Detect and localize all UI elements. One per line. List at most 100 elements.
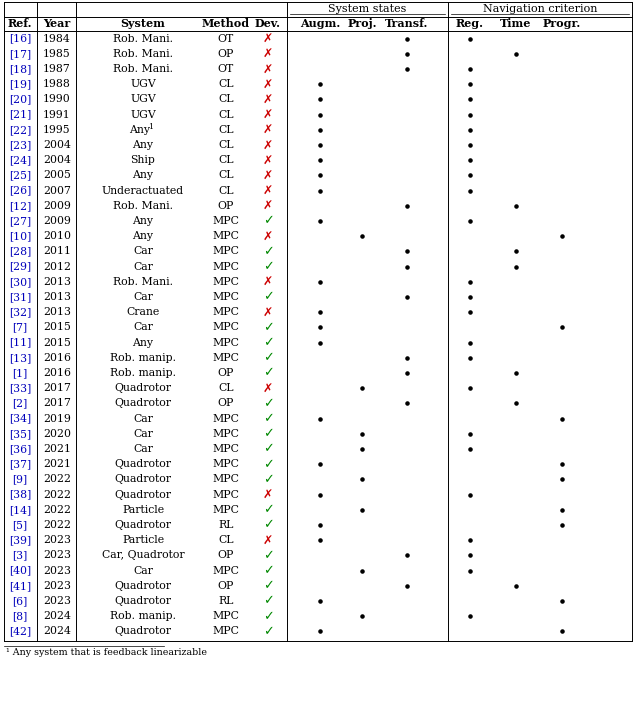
Text: 1988: 1988 bbox=[43, 79, 71, 89]
Text: OP: OP bbox=[218, 550, 234, 560]
Text: Proj.: Proj. bbox=[348, 18, 377, 29]
Text: Crane: Crane bbox=[126, 307, 159, 317]
Text: ✓: ✓ bbox=[262, 336, 273, 349]
Text: ✓: ✓ bbox=[262, 291, 273, 303]
Text: [5]: [5] bbox=[12, 520, 28, 530]
Text: [23]: [23] bbox=[9, 140, 31, 150]
Text: 2020: 2020 bbox=[43, 429, 71, 439]
Text: 1987: 1987 bbox=[43, 64, 71, 74]
Text: OT: OT bbox=[218, 34, 234, 44]
Text: [12]: [12] bbox=[9, 201, 31, 211]
Text: MPC: MPC bbox=[212, 444, 239, 454]
Text: ✗: ✗ bbox=[263, 154, 273, 166]
Text: [26]: [26] bbox=[9, 185, 31, 196]
Text: ✓: ✓ bbox=[262, 442, 273, 456]
Text: System states: System states bbox=[328, 4, 406, 14]
Text: ✓: ✓ bbox=[262, 473, 273, 486]
Text: MPC: MPC bbox=[212, 216, 239, 226]
Text: CL: CL bbox=[218, 94, 234, 105]
Text: ✓: ✓ bbox=[262, 564, 273, 577]
Text: 2023: 2023 bbox=[43, 596, 71, 606]
Text: [37]: [37] bbox=[9, 459, 31, 469]
Text: OP: OP bbox=[218, 581, 234, 591]
Text: ✗: ✗ bbox=[263, 78, 273, 91]
Text: [19]: [19] bbox=[9, 79, 31, 89]
Text: [8]: [8] bbox=[12, 611, 28, 621]
Text: 2021: 2021 bbox=[43, 444, 71, 454]
Text: OP: OP bbox=[218, 399, 234, 409]
Text: Quadrotor: Quadrotor bbox=[115, 596, 172, 606]
Text: 2019: 2019 bbox=[43, 413, 71, 423]
Text: [41]: [41] bbox=[9, 581, 31, 591]
Text: MPC: MPC bbox=[212, 353, 239, 363]
Text: Ship: Ship bbox=[131, 155, 156, 165]
Text: 2023: 2023 bbox=[43, 581, 71, 591]
Text: [29]: [29] bbox=[9, 262, 31, 272]
Text: [10]: [10] bbox=[9, 231, 31, 241]
Text: MPC: MPC bbox=[212, 338, 239, 347]
Text: 1984: 1984 bbox=[43, 34, 71, 44]
Text: ✗: ✗ bbox=[263, 62, 273, 76]
Text: Rob. manip.: Rob. manip. bbox=[110, 368, 176, 378]
Text: MPC: MPC bbox=[212, 231, 239, 241]
Text: [18]: [18] bbox=[9, 64, 31, 74]
Text: Car: Car bbox=[133, 292, 153, 302]
Text: [31]: [31] bbox=[9, 292, 31, 302]
Text: MPC: MPC bbox=[212, 429, 239, 439]
Text: Navigation criterion: Navigation criterion bbox=[483, 4, 597, 14]
Text: 2015: 2015 bbox=[43, 322, 71, 333]
Text: [1]: [1] bbox=[12, 368, 28, 378]
Text: Quadrotor: Quadrotor bbox=[115, 383, 172, 393]
Text: 2024: 2024 bbox=[43, 611, 71, 621]
Text: Method: Method bbox=[202, 18, 250, 29]
Text: Reg.: Reg. bbox=[456, 18, 484, 29]
Text: ✗: ✗ bbox=[263, 108, 273, 121]
Text: UGV: UGV bbox=[130, 79, 156, 89]
Text: 2007: 2007 bbox=[43, 185, 71, 196]
Text: [3]: [3] bbox=[12, 550, 28, 560]
Text: MPC: MPC bbox=[212, 459, 239, 469]
Text: 2013: 2013 bbox=[43, 277, 71, 287]
Text: ✓: ✓ bbox=[262, 549, 273, 562]
Text: Underactuated: Underactuated bbox=[102, 185, 184, 196]
Text: [17]: [17] bbox=[9, 49, 31, 59]
Text: 2023: 2023 bbox=[43, 535, 71, 545]
Text: ✓: ✓ bbox=[262, 458, 273, 471]
Text: 2004: 2004 bbox=[43, 155, 71, 165]
Text: [24]: [24] bbox=[9, 155, 31, 165]
Text: 1991: 1991 bbox=[43, 110, 71, 119]
Text: ✗: ✗ bbox=[263, 169, 273, 182]
Text: [14]: [14] bbox=[9, 505, 31, 515]
Text: 2024: 2024 bbox=[43, 626, 71, 637]
Text: ✗: ✗ bbox=[263, 47, 273, 60]
Text: Progr.: Progr. bbox=[543, 18, 581, 29]
Text: Quadrotor: Quadrotor bbox=[115, 520, 172, 530]
Text: CL: CL bbox=[218, 110, 234, 119]
Text: Ref.: Ref. bbox=[8, 18, 32, 29]
Text: ✓: ✓ bbox=[262, 595, 273, 607]
Text: ✓: ✓ bbox=[262, 579, 273, 592]
Text: CL: CL bbox=[218, 383, 234, 393]
Text: RL: RL bbox=[218, 596, 234, 606]
Text: UGV: UGV bbox=[130, 94, 156, 105]
Text: [30]: [30] bbox=[9, 277, 31, 287]
Text: Transf.: Transf. bbox=[385, 18, 429, 29]
Text: OP: OP bbox=[218, 368, 234, 378]
Text: [42]: [42] bbox=[9, 626, 31, 637]
Text: 2017: 2017 bbox=[43, 383, 71, 393]
Text: [20]: [20] bbox=[9, 94, 31, 105]
Text: ✓: ✓ bbox=[262, 412, 273, 425]
Text: ✓: ✓ bbox=[262, 610, 273, 623]
Text: 2021: 2021 bbox=[43, 459, 71, 469]
Text: Any: Any bbox=[132, 231, 154, 241]
Text: ✓: ✓ bbox=[262, 625, 273, 638]
Text: 2022: 2022 bbox=[43, 505, 71, 515]
Text: Car: Car bbox=[133, 322, 153, 333]
Text: CL: CL bbox=[218, 125, 234, 135]
Text: 2012: 2012 bbox=[43, 262, 71, 272]
Text: Particle: Particle bbox=[122, 505, 164, 515]
Text: CL: CL bbox=[218, 171, 234, 180]
Text: 2016: 2016 bbox=[43, 368, 71, 378]
Text: MPC: MPC bbox=[212, 566, 239, 576]
Text: Rob. Mani.: Rob. Mani. bbox=[113, 49, 173, 59]
